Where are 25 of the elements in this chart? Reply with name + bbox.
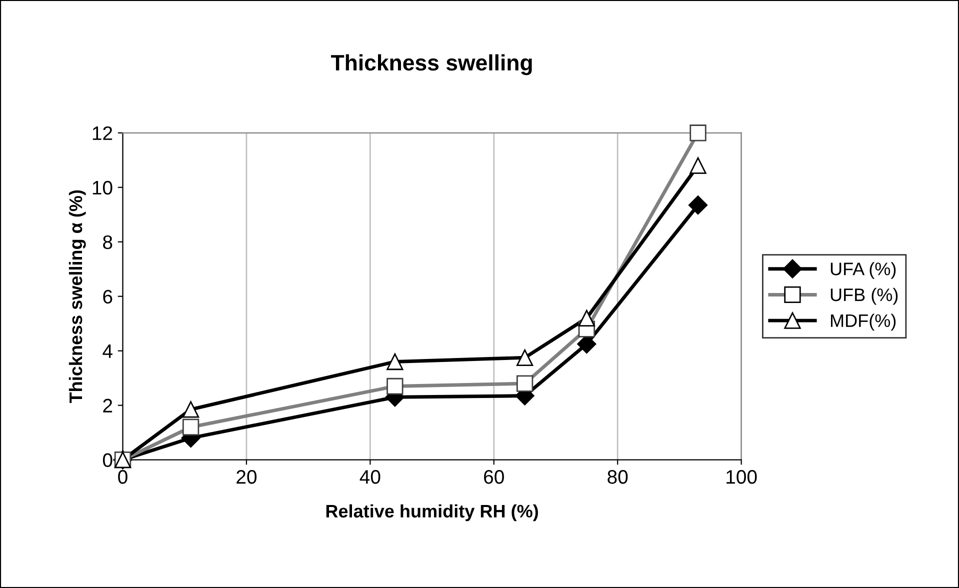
y-tick-label: 8 (103, 235, 112, 250)
legend-label: UFA (%) (830, 262, 896, 279)
y-tick-label: 12 (92, 126, 112, 140)
point (182, 401, 200, 418)
x-tick-label: 100 (726, 470, 757, 484)
point (690, 157, 706, 174)
x-tick-label: 60 (484, 470, 504, 484)
y-tick-label: 2 (103, 398, 112, 412)
x-tick-label: 0 (118, 470, 128, 484)
point (386, 353, 404, 370)
legend-label: UFB (%) (830, 288, 898, 305)
x-tick-label: 80 (608, 470, 628, 484)
y-tick-label: 4 (102, 344, 112, 358)
point (516, 349, 534, 366)
chart-title: Thickness swelling (331, 54, 532, 76)
point (688, 196, 708, 215)
y-axis-title: Thickness swelling α (%) (68, 190, 86, 404)
point (578, 310, 595, 326)
y-tick-label: 6 (103, 290, 112, 304)
x-tick-label: 40 (360, 470, 380, 484)
x-tick-label: 20 (236, 470, 257, 484)
y-tick-label: 10 (92, 180, 112, 195)
legend-label: MDF(%) (830, 314, 896, 331)
x-axis-title: Relative humidity RH (%) (326, 504, 538, 522)
y-tick-label: 0 (102, 453, 112, 468)
